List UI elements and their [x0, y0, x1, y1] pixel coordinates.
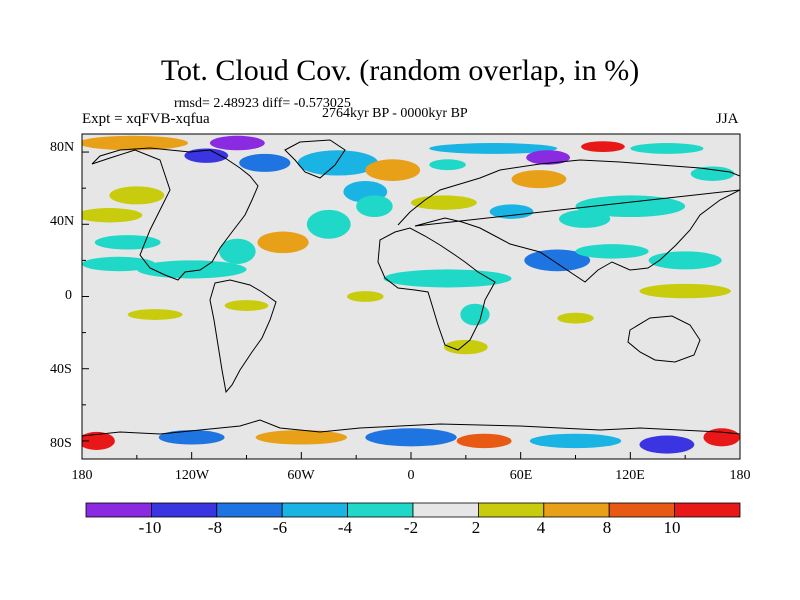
- figure-title: Tot. Cloud Cov. (random overlap, in %): [160, 54, 640, 87]
- anomaly-patch: [365, 428, 457, 447]
- stats-line: rmsd= 2.48923 diff= -0.573025: [174, 96, 351, 111]
- anomaly-patch: [219, 238, 256, 264]
- anomaly-patch: [136, 260, 247, 279]
- north-america-coast: [91, 147, 259, 281]
- anomaly-patch: [429, 143, 558, 154]
- colorbar-label: -6: [272, 518, 288, 537]
- anomaly-patch: [575, 195, 686, 218]
- colorbar-swatch: [412, 502, 479, 518]
- period-label: 2764kyr BP - 0000kyr BP: [322, 106, 468, 121]
- antarctica-coast: [82, 419, 740, 437]
- colorbar-swatch: [477, 502, 545, 518]
- x-tick-label: 120E: [615, 468, 645, 483]
- colorbar-label: 2: [471, 518, 481, 537]
- coastlines: [82, 139, 740, 437]
- colorbar-swatch: [608, 502, 676, 518]
- anomaly-patch: [356, 195, 393, 218]
- australia-coast: [627, 315, 701, 363]
- map-background: [82, 134, 740, 459]
- south-america-coast: [209, 279, 277, 394]
- colorbar-swatch: [150, 502, 218, 518]
- anomaly-patch: [639, 283, 731, 299]
- x-tick-label: 0: [407, 468, 415, 483]
- y-tick-label: 80S: [50, 436, 72, 451]
- colorbar-swatch: [216, 502, 283, 518]
- colorbar-swatch: [674, 502, 741, 518]
- anomaly-patch: [257, 231, 309, 254]
- colorbar-label: 10: [663, 518, 681, 537]
- anomaly-patch: [575, 244, 649, 259]
- anomaly-patch: [460, 303, 490, 326]
- anomaly-patch: [639, 435, 695, 454]
- anomaly-patch: [524, 249, 591, 272]
- season-label: JJA: [716, 111, 739, 127]
- colorbar-label: -4: [337, 518, 353, 537]
- x-tick-label: 60E: [509, 468, 533, 483]
- anomaly-patch: [209, 135, 265, 151]
- eurasia-coast: [397, 159, 740, 283]
- axis-ticks: [81, 151, 741, 459]
- anomaly-patch: [82, 135, 188, 151]
- anomaly-patch: [94, 235, 161, 250]
- anomaly-patch: [411, 195, 477, 210]
- x-tick-label: 180: [71, 468, 93, 483]
- anomaly-patch: [489, 204, 534, 219]
- anomaly-patch: [526, 150, 571, 165]
- anomaly-patch: [383, 269, 512, 288]
- anomaly-patch: [648, 251, 722, 270]
- colorbar-label: -2: [403, 518, 419, 537]
- anomaly-patch: [557, 312, 594, 324]
- anomaly-patch: [184, 148, 229, 163]
- anomaly-patch: [429, 159, 466, 171]
- colorbar-label: -8: [207, 518, 223, 537]
- anomaly-patch: [306, 209, 351, 239]
- anomaly-patch: [690, 166, 735, 181]
- anomaly-patch: [511, 170, 567, 189]
- colorbar-swatch: [347, 502, 414, 518]
- colorbar-label: 8: [602, 518, 612, 537]
- colorbar-swatch: [281, 502, 349, 518]
- y-tick-label: 80N: [50, 140, 75, 155]
- anomaly-patch: [239, 153, 291, 172]
- experiment-label: Expt = xqFVB-xqfua: [82, 111, 210, 127]
- colorbar-swatch: [543, 502, 610, 518]
- anomaly-patch: [109, 186, 165, 205]
- anomaly-patch: [297, 150, 379, 176]
- anomaly-field: [82, 135, 740, 454]
- anomaly-patch: [443, 339, 488, 355]
- colorbar-label: -10: [138, 518, 162, 537]
- anomaly-patch: [82, 431, 115, 450]
- anomaly-patch: [82, 208, 143, 223]
- y-tick-label: 40S: [50, 362, 72, 377]
- anomaly-patch: [82, 256, 156, 272]
- anomaly-patch: [127, 309, 183, 320]
- colorbar-swatch: [85, 502, 152, 518]
- x-tick-label: 180: [729, 468, 751, 483]
- europe-africa-coast: [377, 227, 496, 351]
- anomaly-patch: [529, 433, 622, 449]
- anomaly-patch: [365, 159, 421, 181]
- x-tick-label: 60W: [287, 468, 315, 483]
- y-tick-label: 40N: [50, 214, 75, 229]
- colorbar-label: 4: [536, 518, 546, 537]
- anomaly-patch: [559, 209, 611, 228]
- anomaly-patch: [580, 141, 625, 153]
- anomaly-patch: [347, 291, 384, 302]
- colorbar: [85, 502, 741, 518]
- anomaly-patch: [630, 143, 704, 154]
- anomaly-patch: [456, 433, 512, 449]
- anomaly-patch: [255, 430, 348, 445]
- y-tick-label: 0: [65, 288, 72, 303]
- x-tick-label: 120W: [174, 468, 210, 483]
- anomaly-patch: [158, 430, 225, 445]
- greenland-coast: [284, 139, 346, 179]
- anomaly-patch: [224, 300, 269, 311]
